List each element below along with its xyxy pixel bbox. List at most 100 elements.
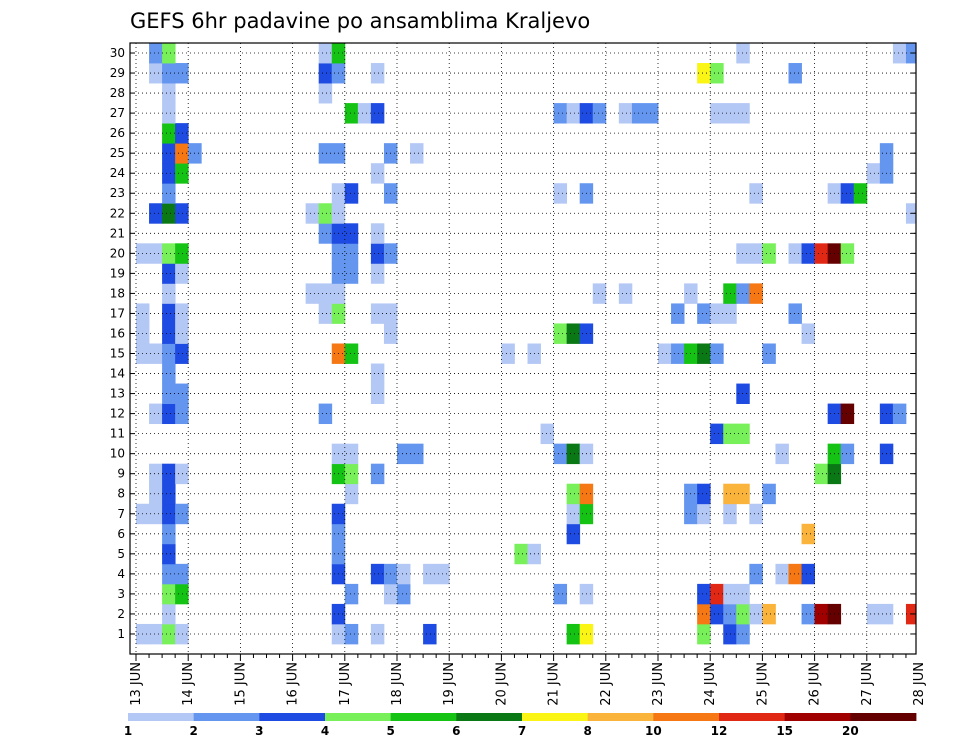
heatmap-cell [318, 143, 346, 164]
x-tick-label: 16 JUN [286, 662, 301, 706]
colorbar-swatch [719, 713, 786, 721]
heatmap-cell [397, 583, 411, 605]
heatmap-cell [162, 623, 176, 645]
heatmap-cell [175, 583, 189, 605]
heatmap-cell [762, 603, 776, 625]
heatmap-cell [697, 583, 711, 605]
heatmap-cell [566, 323, 581, 344]
heatmap-cell [136, 343, 163, 364]
heatmap-cell [136, 243, 163, 264]
heatmap-cell [149, 503, 163, 525]
heatmap-cell [175, 123, 189, 144]
heatmap-cell [162, 323, 176, 344]
heatmap-cell [331, 263, 359, 284]
colorbar-swatch [259, 713, 326, 721]
heatmap-cell [762, 483, 776, 505]
heatmap-cell [788, 563, 802, 585]
y-tick-label: 23 [110, 186, 125, 200]
colorbar-swatch [325, 713, 392, 721]
x-tick-label: 20 JUN [494, 662, 509, 706]
heatmap-cell [801, 523, 815, 545]
heatmap-cell [736, 43, 750, 64]
heatmap-cell [697, 483, 711, 505]
y-tick-label: 3 [117, 587, 125, 601]
heatmap-cell [866, 163, 881, 184]
heatmap-cell [370, 383, 385, 404]
y-tick-label: 19 [110, 266, 125, 280]
colorbar-tick-label: 5 [386, 724, 394, 738]
heatmap-cell [410, 143, 424, 164]
heatmap-cell [149, 483, 163, 505]
heatmap-cell [814, 243, 829, 264]
heatmap-cell [175, 163, 189, 184]
x-tick-label: 17 JUN [338, 662, 353, 706]
heatmap-cell [723, 583, 737, 605]
heatmap-cell [749, 503, 763, 525]
heatmap-cell [305, 203, 320, 224]
heatmap-cell [801, 603, 815, 625]
heatmap-cell [710, 603, 724, 625]
colorbar-tick-label: 20 [842, 724, 859, 738]
heatmap-cell [305, 283, 346, 304]
x-tick-label: 18 JUN [390, 662, 405, 706]
heatmap-cell [318, 403, 333, 425]
heatmap-cell [723, 503, 737, 525]
heatmap-cell [697, 623, 711, 645]
heatmap-cell [162, 203, 176, 224]
y-tick-label: 14 [110, 367, 125, 381]
heatmap-cell [892, 403, 907, 425]
heatmap-cell [553, 583, 568, 605]
heatmap-cell [788, 243, 802, 264]
heatmap-cell [723, 283, 737, 304]
heatmap-cell [566, 523, 581, 545]
heatmap-cell [618, 103, 633, 124]
heatmap-cell [892, 43, 907, 64]
colorbar-swatch [587, 713, 654, 721]
heatmap-cell [749, 283, 763, 304]
heatmap-cell [749, 183, 763, 204]
heatmap-cell [162, 383, 189, 404]
y-tick-label: 17 [110, 306, 125, 320]
heatmap-cell [175, 343, 189, 364]
heatmap-cell [162, 283, 176, 304]
heatmap-cell [853, 183, 868, 204]
y-tick-label: 11 [110, 427, 125, 441]
heatmap-cell [162, 103, 176, 124]
heatmap-cell [801, 563, 815, 585]
heatmap-cell [788, 303, 802, 324]
heatmap-cell [736, 603, 750, 625]
heatmap-cell [710, 103, 750, 124]
heatmap-cell [788, 63, 802, 84]
colorbar-swatch [193, 713, 260, 721]
heatmap-cell [344, 103, 359, 124]
heatmap-cell [318, 63, 333, 84]
heatmap-cell [618, 283, 633, 304]
heatmap-cell [331, 443, 359, 465]
y-tick-label: 15 [110, 347, 125, 361]
heatmap-cell [175, 403, 189, 425]
heatmap-cell [162, 123, 176, 144]
x-tick-label: 23 JUN [651, 662, 666, 706]
heatmap-cell [162, 343, 176, 364]
heatmap-cell [710, 343, 724, 364]
x-tick-label: 14 JUN [181, 662, 196, 706]
heatmap-cell [162, 143, 176, 164]
heatmap-cell [149, 203, 163, 224]
y-tick-label: 6 [117, 527, 125, 541]
heatmap-cell [658, 343, 672, 364]
heatmap-cell [736, 623, 750, 645]
colorbar-swatch [653, 713, 720, 721]
heatmap-cell [162, 503, 176, 525]
y-tick-label: 5 [117, 547, 125, 561]
heatmap-cell [697, 603, 711, 625]
y-tick-label: 20 [110, 246, 125, 260]
heatmap-cell [566, 483, 581, 505]
heatmap-cell [162, 243, 176, 264]
heatmap-cell [671, 343, 685, 364]
y-tick-label: 10 [110, 447, 125, 461]
plot-frame [129, 42, 917, 655]
heatmap-cell [175, 203, 189, 224]
heatmap-cell [149, 403, 163, 425]
heatmap-cell [697, 503, 711, 525]
